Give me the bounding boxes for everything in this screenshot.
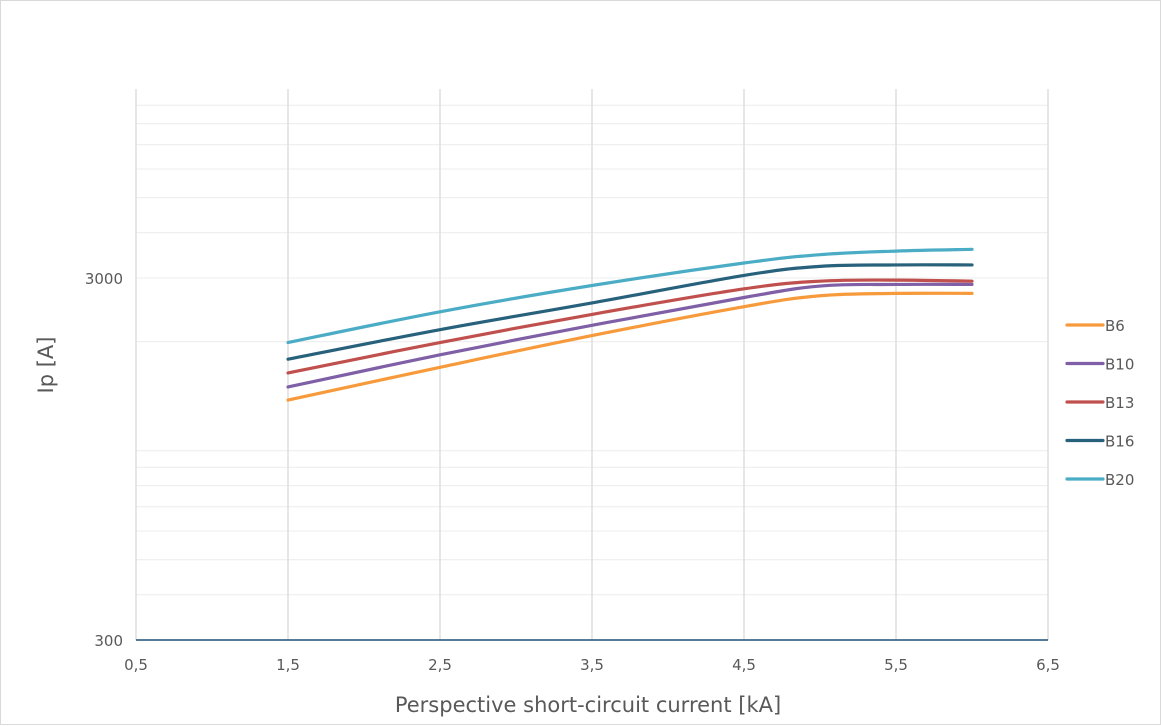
axes: 0,5 1,5 2,5 3,5 4,5 5,5 6,5 300 3000	[85, 270, 1060, 674]
legend-label: B16	[1105, 433, 1134, 451]
legend-label: B10	[1105, 356, 1134, 374]
legend-label: B20	[1105, 471, 1134, 489]
legend: B6 B10 B13 B16 B20	[1065, 317, 1134, 489]
series-line-b20	[286, 247, 974, 345]
series-line-b10	[286, 282, 974, 389]
legend-item-b6: B6	[1065, 317, 1125, 335]
legend-label: B6	[1105, 317, 1125, 335]
series-line-b13	[286, 278, 974, 375]
series-line-b6	[286, 291, 974, 402]
y-tick-label: 3000	[85, 270, 123, 288]
x-tick-label: 3,5	[580, 656, 604, 674]
x-tick-label: 2,5	[428, 656, 452, 674]
x-tick-label: 1,5	[276, 656, 300, 674]
y-tick-label: 300	[94, 632, 123, 650]
legend-label: B13	[1105, 394, 1134, 412]
x-tick-label: 5,5	[884, 656, 908, 674]
x-axis-title: Perspective short-circuit current [kA]	[395, 693, 781, 717]
legend-item-b13: B13	[1065, 394, 1134, 412]
x-tick-label: 0,5	[124, 656, 148, 674]
y-axis-title: Ip [A]	[34, 337, 58, 394]
legend-item-b10: B10	[1065, 356, 1134, 374]
x-tick-label: 4,5	[732, 656, 756, 674]
legend-item-b16: B16	[1065, 433, 1134, 451]
legend-item-b20: B20	[1065, 471, 1134, 489]
grid	[135, 89, 1049, 640]
x-tick-label: 6,5	[1036, 656, 1060, 674]
series-line-b16	[286, 263, 974, 361]
series-lines	[286, 247, 974, 402]
